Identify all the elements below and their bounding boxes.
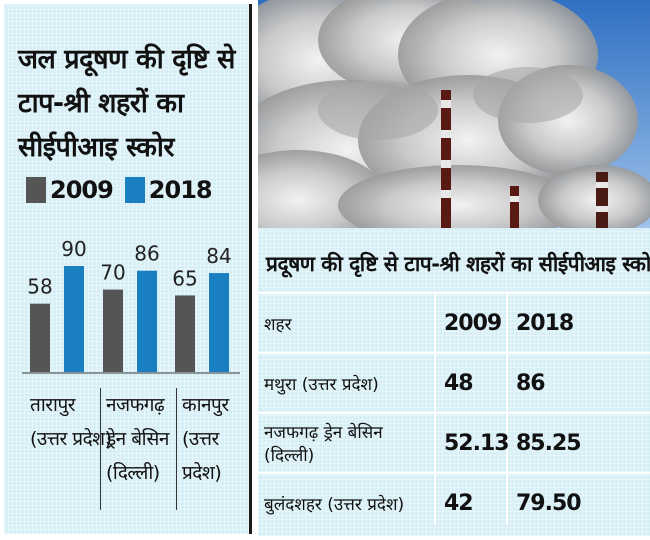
cell-2018: 85.25 bbox=[516, 430, 582, 456]
category-label-line: (दिल्ली) bbox=[106, 462, 160, 484]
data-label: 70 bbox=[100, 261, 125, 285]
category-label-line: (उत्तर प्रदेश) bbox=[182, 428, 222, 484]
cell-2018: 79.50 bbox=[516, 490, 582, 516]
legend-label-2009: 2009 bbox=[50, 176, 114, 204]
chart-panel: जल प्रदूषण की दृष्टि से टाप-श्री शहरों क… bbox=[4, 4, 252, 534]
header-2018: 2018 bbox=[516, 310, 574, 336]
category-divider bbox=[176, 388, 177, 510]
header-city: शहर bbox=[264, 314, 292, 335]
data-label: 84 bbox=[206, 244, 231, 268]
category-divider bbox=[100, 388, 101, 510]
cell-2009: 48 bbox=[444, 370, 474, 396]
chart-title: जल प्रदूषण की दृष्टि से टाप-श्री शहरों क… bbox=[18, 44, 235, 163]
bar-2009 bbox=[30, 303, 50, 372]
smokestack-icon bbox=[441, 90, 608, 228]
category-label: नजफगढ़ ड्रेन बेसिन (दिल्ली) bbox=[106, 388, 169, 490]
table-title: प्रदूषण की दृष्टि से टाप-श्री शहरों का स… bbox=[266, 252, 650, 276]
chart-legend: 2009 2018 bbox=[26, 176, 224, 204]
category-label-line: (उत्तर प्रदेश) bbox=[30, 428, 112, 450]
legend-swatch-2018 bbox=[124, 177, 145, 203]
cell-city: मथुरा (उत्तर प्रदेश) bbox=[264, 374, 379, 395]
bar-2009 bbox=[175, 295, 195, 372]
cell-city: नजफगढ़ ड्रेन बेसिन (दिल्ली) bbox=[264, 423, 383, 466]
cell-2018: 86 bbox=[516, 370, 546, 396]
category-label: तारापुर (उत्तर प्रदेश) bbox=[30, 388, 112, 456]
legend-label-2018: 2018 bbox=[148, 176, 213, 204]
bar-2018 bbox=[209, 273, 229, 372]
bar-chart: 58 70 65 90 86 84 bbox=[22, 237, 240, 374]
data-label: 90 bbox=[61, 237, 86, 261]
column-divider bbox=[434, 292, 436, 524]
bar-2009 bbox=[103, 289, 123, 372]
factory-smokestacks-image bbox=[258, 0, 650, 228]
table-row: बुलंदशहर (उत्तर प्रदेश) 42 79.50 bbox=[258, 472, 650, 532]
category-label-line: ड्रेन बेसिन bbox=[106, 428, 169, 450]
category-labels: तारापुर (उत्तर प्रदेश) नजफगढ़ ड्रेन बेसिन(… bbox=[30, 388, 250, 528]
score-table: शहर 2009 2018 मथुरा (उत्तर प्रदेश) 48 86… bbox=[258, 292, 650, 532]
table-row: मथुरा (उत्तर प्रदेश) 48 86 bbox=[258, 352, 650, 412]
bar-2018 bbox=[64, 266, 84, 372]
bar-2018 bbox=[137, 270, 157, 372]
category-label: कानपुर (उत्तर प्रदेश) bbox=[182, 388, 250, 490]
cell-2009: 52.13 bbox=[444, 430, 510, 456]
category-label-line: कानपुर bbox=[182, 394, 229, 416]
data-label: 86 bbox=[134, 242, 159, 266]
table-row: नजफगढ़ ड्रेन बेसिन (दिल्ली) 52.13 85.25 bbox=[258, 412, 650, 472]
data-label: 58 bbox=[27, 275, 52, 299]
category-label-line: नजफगढ़ bbox=[106, 394, 165, 416]
legend-swatch-2009 bbox=[26, 177, 46, 203]
table-header-row: शहर 2009 2018 bbox=[258, 292, 650, 352]
header-2009: 2009 bbox=[444, 310, 502, 336]
cell-city: बुलंदशहर (उत्तर प्रदेश) bbox=[264, 494, 405, 515]
score-table-panel: प्रदूषण की दृष्टि से टाप-श्री शहरों का स… bbox=[258, 228, 650, 536]
column-divider bbox=[506, 292, 508, 524]
cell-2009: 42 bbox=[444, 490, 474, 516]
data-label: 65 bbox=[172, 266, 197, 290]
category-label-line: तारापुर bbox=[30, 394, 76, 416]
